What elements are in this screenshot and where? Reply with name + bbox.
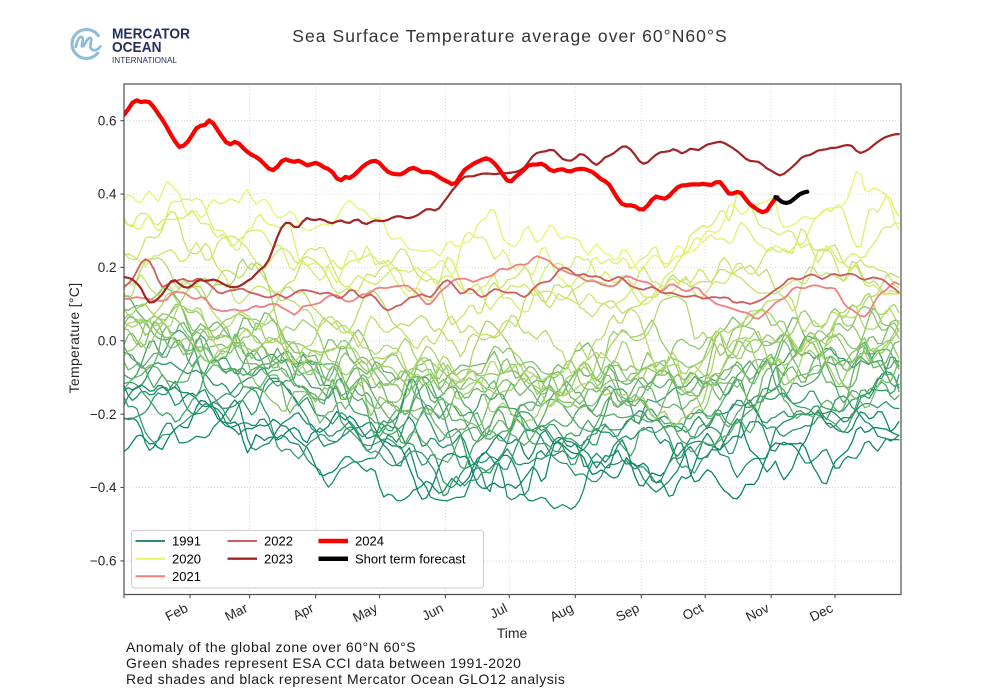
svg-text:Time: Time xyxy=(497,625,528,641)
svg-text:Short term forecast: Short term forecast xyxy=(355,551,466,566)
svg-text:−0.2: −0.2 xyxy=(90,407,117,422)
svg-text:2022: 2022 xyxy=(264,534,293,549)
svg-text:Jul: Jul xyxy=(487,600,509,621)
svg-text:Sea Surface Temperature averag: Sea Surface Temperature average over 60°… xyxy=(292,26,727,46)
svg-text:Anomaly of the global zone ove: Anomaly of the global zone over 60°N 60°… xyxy=(126,639,416,655)
svg-text:1991: 1991 xyxy=(172,534,201,549)
svg-text:2020: 2020 xyxy=(172,551,201,566)
svg-text:Temperature [°C]: Temperature [°C] xyxy=(66,283,82,394)
svg-text:−0.4: −0.4 xyxy=(90,480,117,495)
svg-text:0.2: 0.2 xyxy=(98,260,117,275)
svg-text:0.6: 0.6 xyxy=(98,113,117,128)
svg-text:MERCATOR: MERCATOR xyxy=(112,26,190,43)
svg-text:INTERNATIONAL: INTERNATIONAL xyxy=(112,55,177,65)
svg-text:2021: 2021 xyxy=(172,569,201,584)
svg-text:Red shades and black represent: Red shades and black represent Mercator … xyxy=(126,671,565,687)
svg-text:−0.6: −0.6 xyxy=(90,554,117,569)
svg-text:OCEAN: OCEAN xyxy=(112,39,162,56)
svg-text:Green shades represent ESA CCI: Green shades represent ESA CCI data betw… xyxy=(126,655,521,671)
svg-text:0.0: 0.0 xyxy=(98,333,117,348)
svg-text:2024: 2024 xyxy=(355,534,384,549)
svg-text:2023: 2023 xyxy=(264,551,293,566)
svg-text:0.4: 0.4 xyxy=(98,187,117,202)
